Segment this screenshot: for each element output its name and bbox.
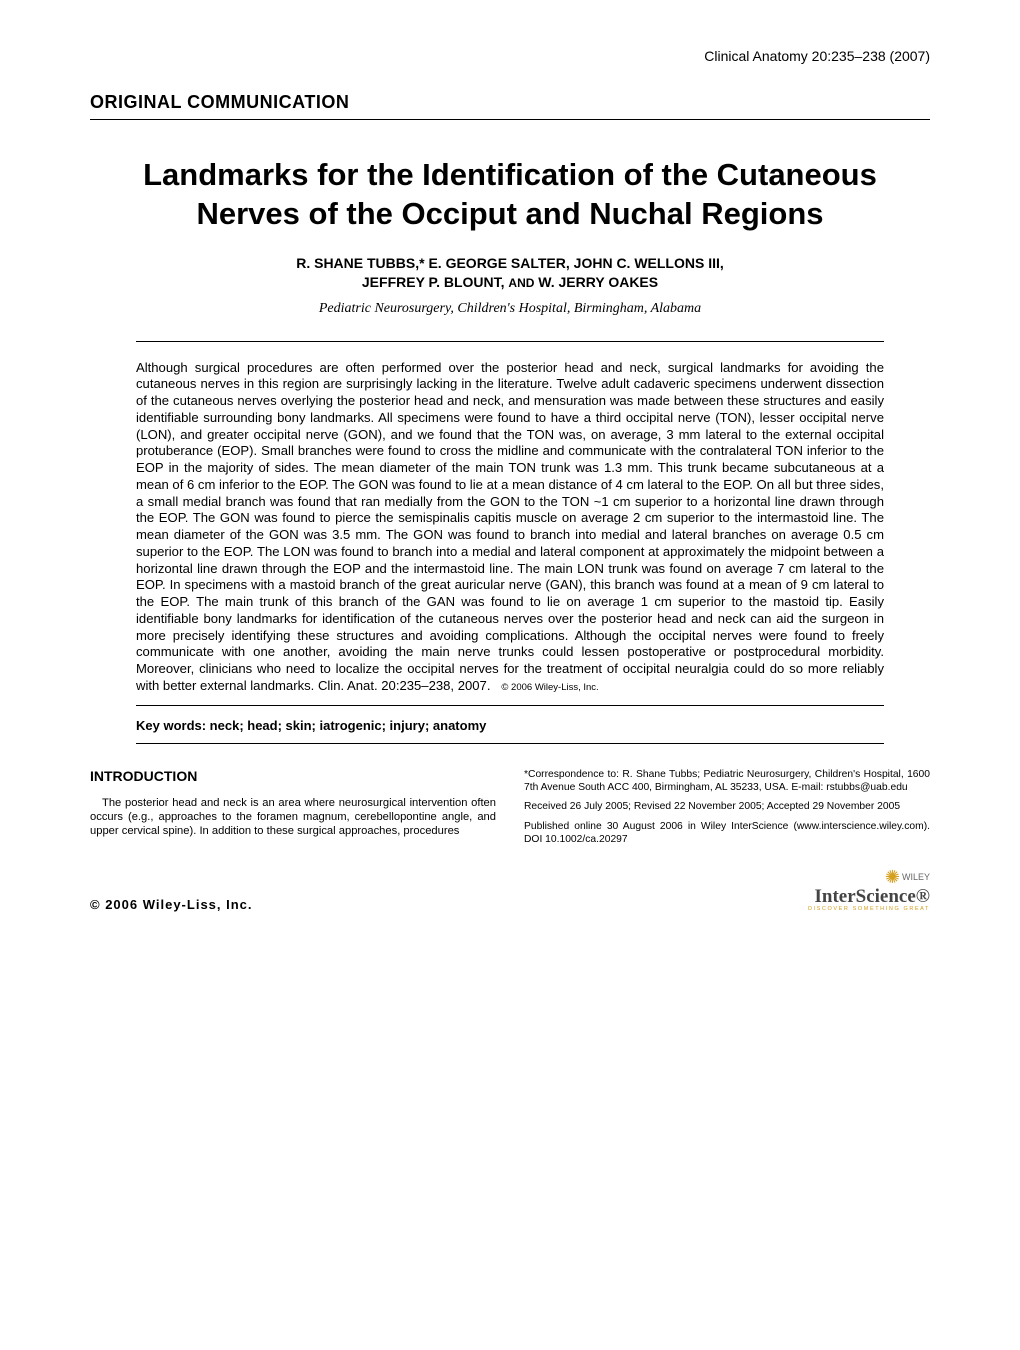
authors: R. SHANE TUBBS,* E. GEORGE SALTER, JOHN … <box>90 254 930 293</box>
authors-line-2b: W. JERRY OAKES <box>534 274 658 290</box>
abstract-copyright: © 2006 Wiley-Liss, Inc. <box>501 682 598 693</box>
interscience-logo: ✺WILEY InterScience® DISCOVER SOMETHING … <box>808 867 930 912</box>
left-column: INTRODUCTION The posterior head and neck… <box>90 768 496 853</box>
right-column: *Correspondence to: R. Shane Tubbs; Pedi… <box>524 768 930 853</box>
published-online: Published online 30 August 2006 in Wiley… <box>524 820 930 847</box>
logo-wiley: WILEY <box>902 872 930 882</box>
logo-interscience: InterScience® <box>808 888 930 906</box>
keywords: Key words: neck; head; skin; iatrogenic;… <box>136 718 884 733</box>
introduction-heading: INTRODUCTION <box>90 768 496 786</box>
authors-and: AND <box>508 276 534 290</box>
publisher-copyright: © 2006 Wiley-Liss, Inc. <box>90 897 253 912</box>
footer-row: © 2006 Wiley-Liss, Inc. ✺WILEY InterScie… <box>90 867 930 912</box>
affiliation: Pediatric Neurosurgery, Children's Hospi… <box>90 301 930 317</box>
journal-citation: Clinical Anatomy 20:235–238 (2007) <box>90 48 930 64</box>
authors-line-1: R. SHANE TUBBS,* E. GEORGE SALTER, JOHN … <box>296 255 724 271</box>
abstract: Although surgical procedures are often p… <box>136 360 884 695</box>
body-columns: INTRODUCTION The posterior head and neck… <box>90 768 930 853</box>
correspondence: *Correspondence to: R. Shane Tubbs; Pedi… <box>524 768 930 795</box>
introduction-text: The posterior head and neck is an area w… <box>90 796 496 839</box>
article-title: Landmarks for the Identification of the … <box>120 156 900 234</box>
section-label: ORIGINAL COMMUNICATION <box>90 92 930 120</box>
keywords-container: Key words: neck; head; skin; iatrogenic;… <box>136 718 884 744</box>
sun-icon: ✺ <box>885 867 900 888</box>
abstract-text: Although surgical procedures are often p… <box>136 360 884 693</box>
abstract-container: Although surgical procedures are often p… <box>136 341 884 706</box>
received-dates: Received 26 July 2005; Revised 22 Novemb… <box>524 800 930 813</box>
logo-tagline: DISCOVER SOMETHING GREAT <box>808 906 930 912</box>
authors-line-2a: JEFFREY P. BLOUNT, <box>362 274 509 290</box>
